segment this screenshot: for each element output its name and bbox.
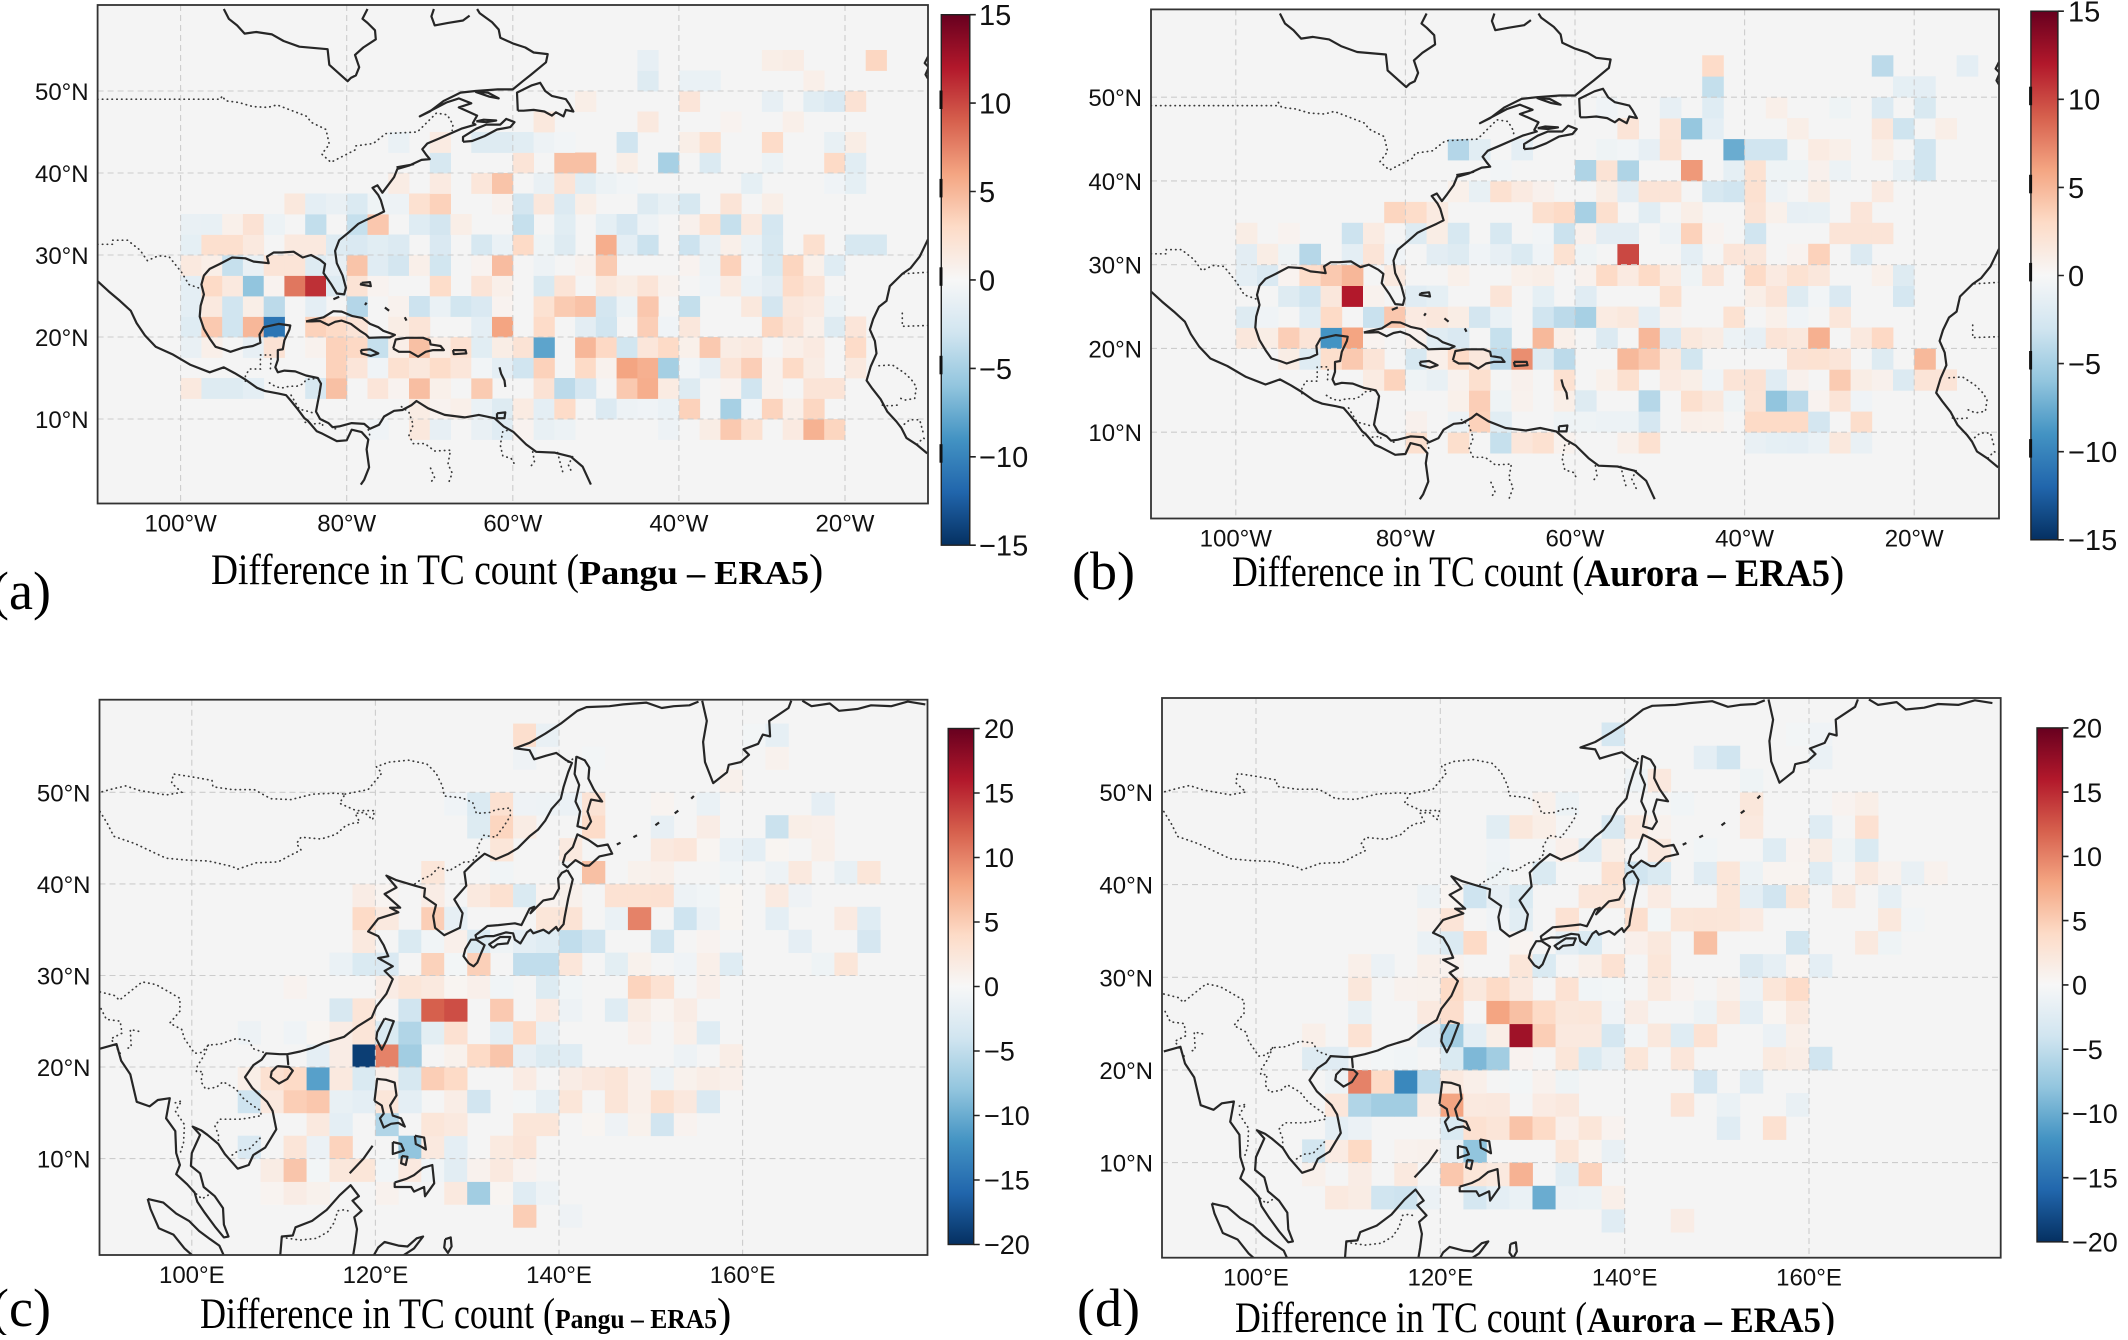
- svg-text:15: 15: [979, 0, 1011, 32]
- svg-text:40°N: 40°N: [1099, 873, 1153, 900]
- svg-text:Difference in TC count (Aurora: Difference in TC count (Aurora – ERA5): [1235, 1295, 1835, 1335]
- svg-text:140°E: 140°E: [526, 1262, 592, 1289]
- svg-text:−20: −20: [984, 1230, 1030, 1260]
- svg-text:40°W: 40°W: [649, 511, 708, 538]
- svg-text:40°W: 40°W: [1715, 526, 1774, 553]
- svg-text:10°N: 10°N: [35, 407, 89, 434]
- svg-text:40°N: 40°N: [35, 161, 89, 188]
- svg-text:160°E: 160°E: [710, 1262, 776, 1289]
- svg-text:−5: −5: [2072, 1035, 2103, 1065]
- svg-text:20°N: 20°N: [1099, 1058, 1153, 1085]
- svg-text:100°W: 100°W: [144, 511, 217, 538]
- svg-text:50°N: 50°N: [37, 780, 91, 807]
- svg-text:−5: −5: [979, 354, 1012, 386]
- svg-text:20°N: 20°N: [1088, 336, 1142, 363]
- svg-text:−15: −15: [2068, 525, 2117, 557]
- svg-text:40°N: 40°N: [1088, 169, 1142, 196]
- svg-text:15: 15: [2072, 778, 2102, 808]
- svg-text:15: 15: [2068, 0, 2100, 29]
- svg-text:20: 20: [2072, 714, 2102, 744]
- svg-text:Difference in TC count (Pangu: Difference in TC count (Pangu – ERA5): [211, 547, 823, 594]
- svg-text:120°E: 120°E: [1407, 1265, 1473, 1292]
- svg-text:10: 10: [979, 89, 1011, 121]
- svg-text:100°E: 100°E: [1223, 1265, 1289, 1292]
- svg-text:Difference in TC count (Aurora: Difference in TC count (Aurora – ERA5): [1232, 549, 1844, 596]
- svg-text:60°W: 60°W: [1546, 526, 1605, 553]
- svg-text:60°W: 60°W: [483, 511, 542, 538]
- svg-text:10°N: 10°N: [37, 1147, 91, 1174]
- svg-text:5: 5: [2072, 906, 2087, 936]
- svg-text:10°N: 10°N: [1099, 1151, 1153, 1178]
- svg-text:140°E: 140°E: [1592, 1265, 1658, 1292]
- svg-text:−5: −5: [984, 1037, 1015, 1067]
- svg-text:10°N: 10°N: [1088, 420, 1142, 447]
- svg-text:10: 10: [984, 843, 1014, 873]
- svg-text:20°W: 20°W: [1885, 526, 1944, 553]
- svg-text:5: 5: [2068, 173, 2084, 205]
- svg-text:(b): (b): [1072, 541, 1135, 601]
- svg-text:100°W: 100°W: [1200, 526, 1273, 553]
- svg-text:40°N: 40°N: [37, 872, 91, 899]
- svg-text:80°W: 80°W: [1376, 526, 1435, 553]
- svg-text:30°N: 30°N: [1099, 965, 1153, 992]
- svg-text:10: 10: [2072, 842, 2102, 872]
- svg-text:100°E: 100°E: [159, 1262, 225, 1289]
- svg-text:5: 5: [984, 908, 999, 938]
- svg-text:50°N: 50°N: [1088, 85, 1142, 112]
- svg-text:(a): (a): [0, 561, 51, 621]
- svg-text:120°E: 120°E: [343, 1262, 409, 1289]
- svg-text:−15: −15: [984, 1166, 1030, 1196]
- svg-text:−10: −10: [984, 1101, 1030, 1131]
- svg-text:5: 5: [979, 177, 995, 209]
- svg-text:(c): (c): [0, 1278, 51, 1335]
- svg-text:−15: −15: [2072, 1163, 2118, 1193]
- svg-text:30°N: 30°N: [1088, 253, 1142, 280]
- svg-text:80°W: 80°W: [317, 511, 376, 538]
- svg-text:−10: −10: [2068, 437, 2117, 469]
- svg-text:−10: −10: [979, 442, 1028, 474]
- svg-text:30°N: 30°N: [37, 964, 91, 991]
- svg-text:Difference in TC count (Pangu: Difference in TC count (Pangu – ERA5): [200, 1291, 731, 1335]
- svg-text:20°W: 20°W: [816, 511, 875, 538]
- svg-text:20: 20: [984, 714, 1014, 744]
- svg-text:−20: −20: [2072, 1228, 2118, 1258]
- svg-text:−10: −10: [2072, 1099, 2118, 1129]
- svg-text:50°N: 50°N: [35, 79, 89, 106]
- svg-text:−5: −5: [2068, 349, 2101, 381]
- svg-text:0: 0: [984, 972, 999, 1002]
- svg-text:10: 10: [2068, 85, 2100, 117]
- svg-text:−15: −15: [979, 531, 1028, 563]
- svg-text:15: 15: [984, 779, 1014, 809]
- svg-text:20°N: 20°N: [35, 325, 89, 352]
- svg-text:30°N: 30°N: [35, 243, 89, 270]
- svg-text:50°N: 50°N: [1099, 780, 1153, 807]
- svg-text:0: 0: [2072, 971, 2087, 1001]
- svg-text:(d): (d): [1077, 1278, 1140, 1335]
- svg-text:20°N: 20°N: [37, 1055, 91, 1082]
- svg-text:0: 0: [2068, 261, 2084, 293]
- svg-text:160°E: 160°E: [1776, 1265, 1842, 1292]
- svg-text:0: 0: [979, 265, 995, 297]
